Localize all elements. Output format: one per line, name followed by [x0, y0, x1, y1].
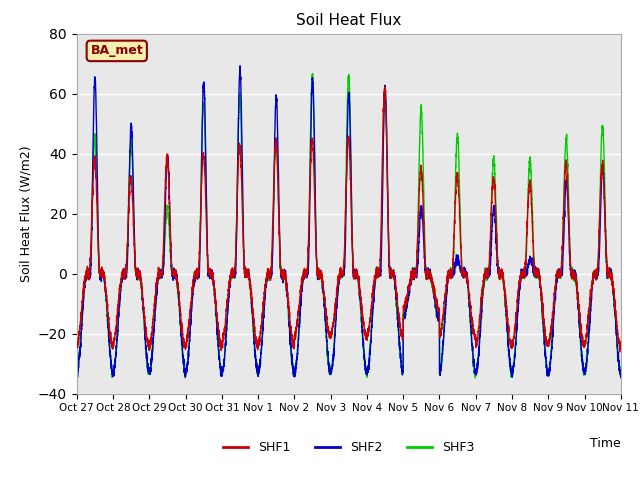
Y-axis label: Soil Heat Flux (W/m2): Soil Heat Flux (W/m2): [19, 145, 33, 282]
SHF3: [472, 375, 479, 381]
SHF1: [617, 340, 625, 346]
SHF2: [171, 275, 179, 280]
Line: SHF1: SHF1: [77, 87, 621, 352]
SHF2: [329, 361, 337, 367]
SHF2: [502, 305, 509, 311]
SHF1: [471, 336, 479, 342]
SHF1: [73, 342, 81, 348]
SHF2: [617, 371, 625, 376]
Line: SHF3: SHF3: [77, 73, 621, 378]
Text: Time: Time: [590, 437, 621, 450]
SHF3: [617, 368, 625, 373]
SHF2: [236, 63, 244, 69]
SHF1: [502, 291, 509, 297]
SHF1: [441, 300, 449, 305]
SHF3: [441, 314, 449, 320]
SHF1: [328, 329, 336, 335]
SHF3: [471, 367, 479, 372]
SHF2: [617, 375, 625, 381]
SHF3: [308, 71, 316, 76]
SHF1: [616, 346, 624, 352]
SHF1: [171, 267, 179, 273]
Legend: SHF1, SHF2, SHF3: SHF1, SHF2, SHF3: [218, 436, 480, 459]
SHF3: [171, 270, 179, 276]
SHF2: [441, 318, 449, 324]
SHF2: [471, 368, 479, 374]
Text: BA_met: BA_met: [90, 44, 143, 58]
SHF2: [73, 372, 81, 378]
SHF2: [616, 367, 624, 373]
SHF1: [616, 349, 623, 355]
SHF3: [616, 365, 624, 371]
SHF3: [329, 357, 337, 362]
Title: Soil Heat Flux: Soil Heat Flux: [296, 13, 401, 28]
SHF3: [73, 372, 81, 378]
Line: SHF2: SHF2: [77, 66, 621, 378]
SHF1: [381, 84, 388, 90]
SHF3: [502, 306, 509, 312]
